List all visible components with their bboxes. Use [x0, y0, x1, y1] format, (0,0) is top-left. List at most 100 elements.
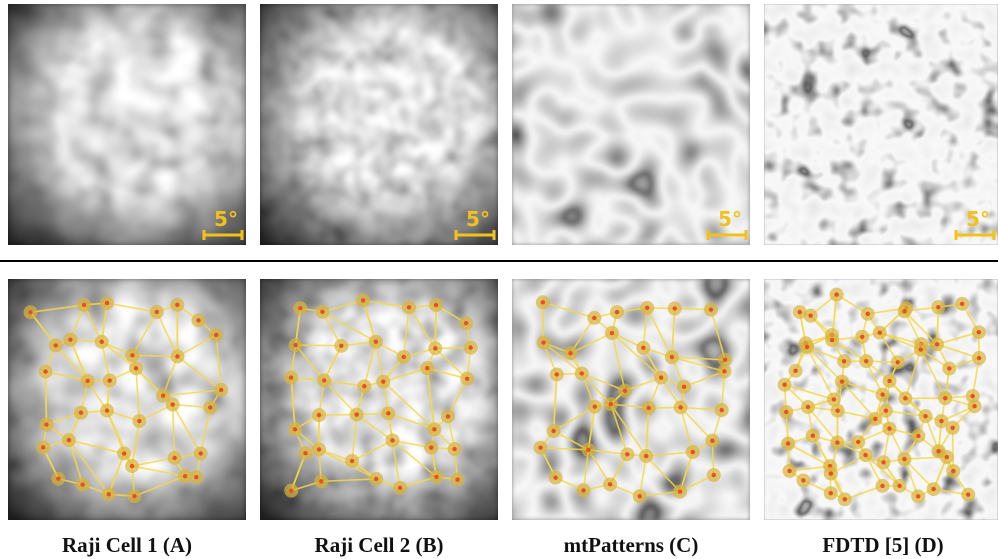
node — [538, 446, 542, 450]
node — [916, 494, 920, 498]
image-content: 5° — [8, 4, 246, 245]
node — [390, 438, 394, 442]
node — [673, 306, 677, 310]
node — [137, 419, 141, 423]
node — [840, 379, 844, 383]
node — [354, 412, 358, 416]
vignette — [8, 4, 246, 245]
node — [936, 449, 940, 453]
image-texture — [764, 4, 998, 245]
node — [196, 318, 200, 322]
scale-label: 5° — [214, 207, 238, 231]
vignette — [260, 4, 498, 245]
caption: Raji Cell 2 (B) — [315, 533, 444, 557]
node — [455, 477, 459, 481]
node — [322, 378, 326, 382]
node — [939, 419, 943, 423]
node — [293, 427, 297, 431]
image: 5° — [8, 4, 246, 245]
node — [402, 355, 406, 359]
node — [720, 408, 724, 412]
node — [122, 451, 126, 455]
edge — [46, 372, 47, 425]
node — [43, 369, 47, 373]
node — [289, 375, 293, 379]
node — [829, 471, 833, 475]
node — [645, 306, 649, 310]
node — [960, 302, 964, 306]
node — [130, 353, 134, 357]
node — [638, 494, 642, 498]
image-content — [260, 279, 498, 520]
node — [916, 434, 920, 438]
node — [170, 402, 174, 406]
figure: 5°Raji Cell 1 (A)5°Raji Cell 2 (B)5°mtPa… — [0, 0, 998, 559]
node — [793, 369, 797, 373]
node — [446, 414, 450, 418]
node — [593, 405, 597, 409]
node — [835, 408, 839, 412]
node — [41, 445, 45, 449]
node — [85, 379, 89, 383]
node — [553, 475, 557, 479]
node — [832, 397, 836, 401]
node — [897, 484, 901, 488]
node — [782, 382, 786, 386]
node — [682, 385, 686, 389]
node — [219, 388, 223, 392]
node — [568, 351, 572, 355]
node — [28, 310, 32, 314]
scale-label: 5° — [718, 207, 742, 231]
node — [79, 411, 83, 415]
node — [678, 489, 682, 493]
node — [970, 394, 974, 398]
node — [784, 410, 788, 414]
node — [610, 331, 614, 335]
scale-label: 5° — [466, 207, 490, 231]
node — [709, 307, 713, 311]
node — [172, 456, 176, 460]
node — [100, 340, 104, 344]
node — [107, 492, 111, 496]
image-content — [764, 279, 998, 520]
node — [880, 392, 884, 396]
node — [834, 292, 838, 296]
node — [429, 445, 433, 449]
node — [298, 306, 302, 310]
node — [710, 438, 714, 442]
node — [293, 343, 297, 347]
node — [950, 426, 954, 430]
node — [935, 342, 939, 346]
node — [873, 417, 877, 421]
node — [362, 384, 366, 388]
image-content: 5° — [260, 4, 498, 245]
node — [199, 451, 203, 455]
node — [806, 405, 810, 409]
node — [54, 343, 58, 347]
network-image — [512, 279, 750, 520]
node — [551, 429, 555, 433]
node — [798, 310, 802, 314]
node — [625, 452, 629, 456]
node — [786, 441, 790, 445]
node — [723, 358, 727, 362]
node — [647, 406, 651, 410]
image: 5° — [260, 4, 498, 245]
node — [465, 377, 469, 381]
node — [609, 402, 613, 406]
node — [317, 447, 321, 451]
node — [68, 337, 72, 341]
node — [919, 347, 923, 351]
node — [644, 454, 648, 458]
vignette — [8, 279, 246, 520]
node — [972, 404, 976, 408]
node — [947, 366, 951, 370]
scale-label: 5° — [966, 207, 990, 231]
node — [350, 459, 354, 463]
node — [555, 372, 559, 376]
node — [433, 346, 437, 350]
node — [208, 405, 212, 409]
node — [541, 300, 545, 304]
node — [830, 338, 834, 342]
node — [829, 491, 833, 495]
